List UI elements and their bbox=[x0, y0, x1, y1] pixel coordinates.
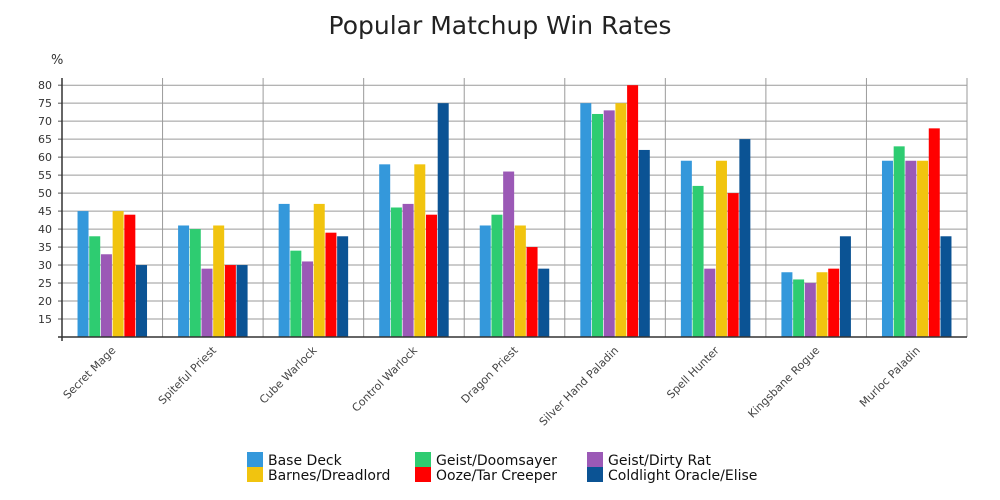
chart-title: Popular Matchup Win Rates bbox=[329, 11, 672, 40]
legend-swatch bbox=[415, 452, 431, 467]
bar bbox=[290, 250, 302, 337]
legend-swatch bbox=[247, 467, 263, 482]
bar bbox=[313, 203, 325, 337]
y-tick-label: 50 bbox=[38, 187, 52, 200]
y-tick-label: 70 bbox=[38, 115, 52, 128]
bar bbox=[89, 236, 101, 337]
legend-label: Ooze/Tar Creeper bbox=[436, 468, 557, 484]
legend-swatch bbox=[587, 467, 603, 482]
y-tick-label: 65 bbox=[38, 133, 52, 146]
x-category-label: Kingsbane Rogue bbox=[746, 344, 823, 421]
x-category-label: Control Warlock bbox=[349, 343, 420, 414]
x-category-label: Murloc Paladin bbox=[857, 344, 923, 410]
bar bbox=[638, 149, 650, 337]
y-tick-labels: 15 20 25 30 35 40 45 50 55 60 65 70 75 80 bbox=[38, 79, 52, 326]
x-category-label: Spell Hunter bbox=[664, 344, 722, 402]
bar bbox=[928, 128, 940, 337]
y-tick-label: 20 bbox=[38, 295, 52, 308]
legend-label: Geist/Dirty Rat bbox=[608, 453, 712, 469]
bar bbox=[414, 164, 426, 337]
bar bbox=[112, 211, 124, 337]
bars bbox=[77, 85, 952, 337]
y-tick-label: 75 bbox=[38, 97, 52, 110]
bar bbox=[514, 225, 526, 337]
bar bbox=[793, 279, 805, 337]
bar bbox=[727, 193, 739, 337]
legend: Base Deck Geist/Doomsayer Geist/Dirty Rat B… bbox=[247, 452, 757, 484]
bar bbox=[526, 247, 538, 337]
bar bbox=[739, 139, 751, 337]
bar bbox=[136, 265, 148, 337]
bar bbox=[278, 203, 290, 337]
bar bbox=[828, 268, 840, 337]
y-tick-label: 15 bbox=[38, 313, 52, 326]
legend-swatch bbox=[587, 452, 603, 467]
y-tick-label: 35 bbox=[38, 241, 52, 254]
bar bbox=[627, 85, 639, 337]
bar bbox=[337, 236, 349, 337]
bar bbox=[491, 214, 503, 337]
bar bbox=[592, 113, 604, 337]
legend-label: Base Deck bbox=[268, 453, 343, 469]
bar bbox=[100, 254, 112, 337]
bar bbox=[302, 261, 314, 337]
bar bbox=[178, 225, 190, 337]
bar bbox=[804, 283, 816, 337]
bar bbox=[917, 160, 929, 337]
bar bbox=[425, 214, 437, 337]
y-tick-label: 25 bbox=[38, 277, 52, 290]
legend-label: Geist/Doomsayer bbox=[436, 453, 557, 469]
y-tick-label: 80 bbox=[38, 79, 52, 92]
legend-swatch bbox=[415, 467, 431, 482]
x-category-label: Spiteful Priest bbox=[156, 343, 220, 407]
bar bbox=[325, 232, 337, 337]
legend-label: Barnes/Dreadlord bbox=[268, 468, 390, 484]
bar bbox=[603, 110, 615, 337]
x-category-label: Dragon Priest bbox=[459, 343, 522, 406]
bar bbox=[224, 265, 236, 337]
bar bbox=[940, 236, 952, 337]
bar bbox=[124, 214, 136, 337]
bar bbox=[692, 185, 704, 337]
bar bbox=[781, 272, 793, 337]
x-category-label: Secret Mage bbox=[61, 344, 119, 402]
bar bbox=[816, 272, 828, 337]
y-tick-label: 55 bbox=[38, 169, 52, 182]
bar bbox=[77, 211, 89, 337]
bar bbox=[538, 268, 550, 337]
gridlines bbox=[61, 78, 968, 337]
bar bbox=[715, 160, 727, 337]
bar bbox=[201, 268, 213, 337]
y-tick-label: 60 bbox=[38, 151, 52, 164]
bar bbox=[390, 207, 402, 337]
bar bbox=[479, 225, 491, 337]
bar bbox=[236, 265, 248, 337]
legend-label: Coldlight Oracle/Elise bbox=[608, 468, 757, 484]
legend-swatch bbox=[247, 452, 263, 467]
bar bbox=[615, 103, 627, 337]
bar bbox=[379, 164, 391, 337]
bar bbox=[704, 268, 716, 337]
bar bbox=[905, 160, 917, 337]
bar bbox=[580, 103, 592, 337]
x-category-label: Silver Hand Paladin bbox=[537, 344, 622, 429]
bar bbox=[881, 160, 893, 337]
y-tick-label: 40 bbox=[38, 223, 52, 236]
x-category-label: Cube Warlock bbox=[257, 343, 320, 406]
x-category-labels: Secret Mage Spiteful Priest Cube Warlock Co… bbox=[61, 343, 923, 428]
bar bbox=[189, 229, 201, 337]
bar bbox=[839, 236, 851, 337]
y-tick-label: 30 bbox=[38, 259, 52, 272]
bar bbox=[402, 203, 414, 337]
y-axis-unit-label: % bbox=[51, 53, 63, 68]
bar bbox=[437, 103, 449, 337]
bar bbox=[680, 160, 692, 337]
y-tick-label: 45 bbox=[38, 205, 52, 218]
bar bbox=[213, 225, 225, 337]
bar bbox=[503, 171, 515, 337]
axes bbox=[58, 78, 967, 341]
bar bbox=[893, 146, 905, 337]
